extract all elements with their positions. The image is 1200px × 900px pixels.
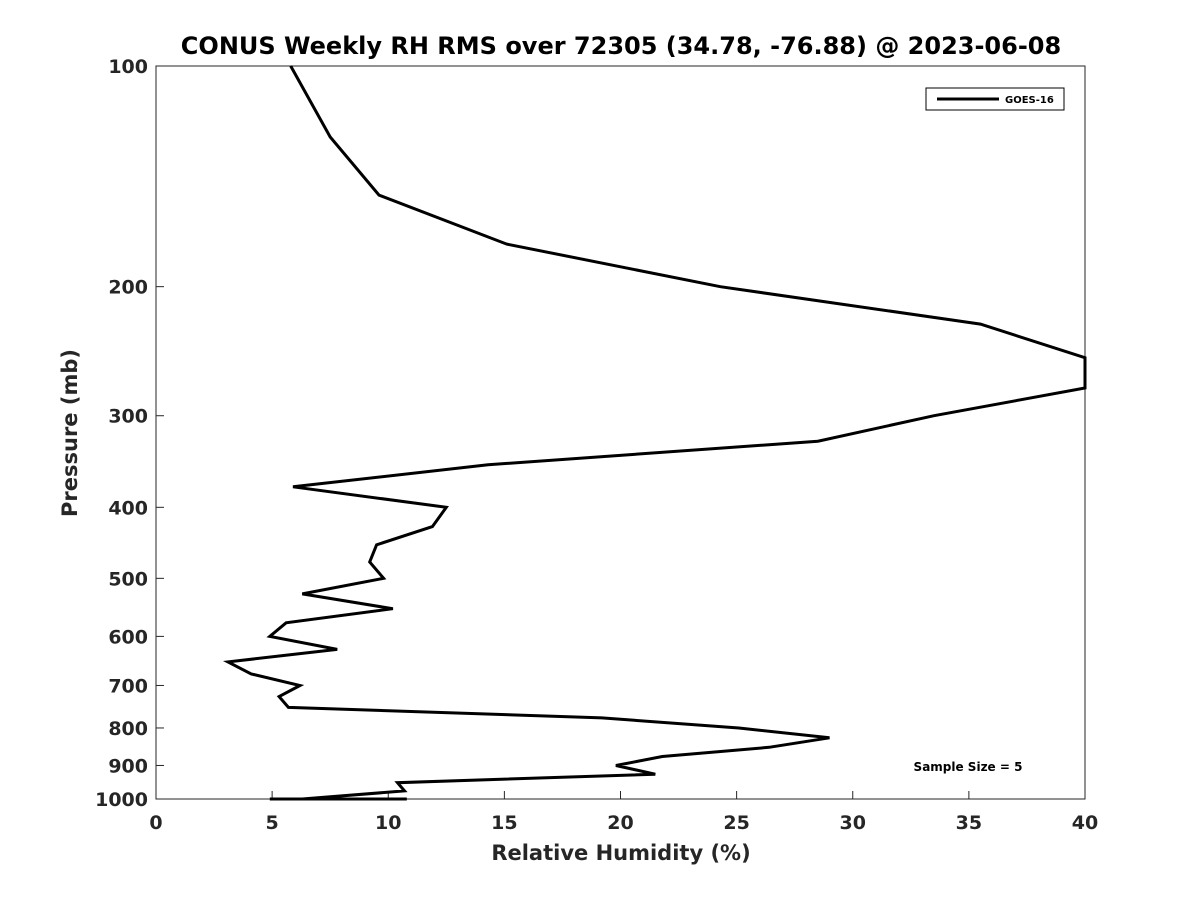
x-tick-label: 5: [266, 812, 279, 834]
x-tick-label: 30: [840, 812, 866, 834]
y-tick-label: 600: [108, 626, 148, 648]
x-axis: 0 5 10 15 20 25 30 35 40: [149, 791, 1098, 834]
y-axis: 100 200 300 400 500 600 700 800 900 1000: [95, 56, 164, 811]
x-tick-label: 0: [149, 812, 162, 834]
x-tick-label: 20: [607, 812, 633, 834]
y-tick-label: 500: [108, 568, 148, 590]
x-axis-label: Relative Humidity (%): [491, 841, 750, 865]
y-tick-label: 300: [108, 406, 148, 428]
chart-title: CONUS Weekly RH RMS over 72305 (34.78, -…: [181, 32, 1061, 60]
y-axis-label: Pressure (mb): [58, 349, 82, 517]
plot-area: [155, 65, 1086, 800]
series-line-goes-16: [222, 65, 1087, 801]
x-tick-label: 10: [375, 812, 401, 834]
y-tick-label: 400: [108, 497, 148, 519]
y-tick-label: 800: [108, 718, 148, 740]
sample-size-annotation: Sample Size = 5: [914, 760, 1023, 774]
x-tick-label: 35: [956, 812, 982, 834]
y-tick-label: 900: [108, 755, 148, 777]
y-tick-label: 200: [108, 277, 148, 299]
x-tick-label: 15: [491, 812, 517, 834]
x-tick-label: 25: [723, 812, 749, 834]
y-tick-label: 1000: [95, 789, 148, 811]
y-tick-label: 100: [108, 56, 148, 78]
x-tick-label: 40: [1072, 812, 1098, 834]
y-tick-label: 700: [108, 675, 148, 697]
legend: GOES-16: [925, 87, 1065, 111]
legend-label-goes-16: GOES-16: [1005, 95, 1054, 106]
